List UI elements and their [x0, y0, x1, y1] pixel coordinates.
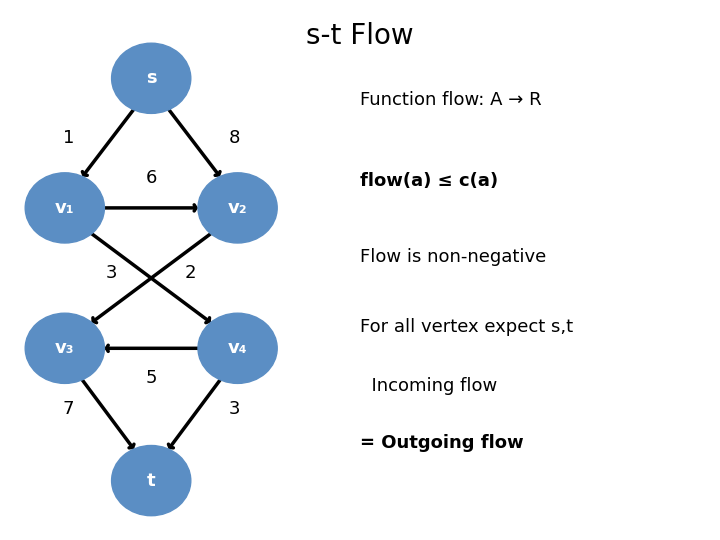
- Text: Incoming flow: Incoming flow: [360, 377, 498, 395]
- Text: 5: 5: [145, 369, 157, 387]
- Text: v₄: v₄: [228, 339, 248, 357]
- Text: v₁: v₁: [55, 199, 75, 217]
- Text: v₃: v₃: [55, 339, 75, 357]
- Text: 2: 2: [185, 264, 197, 282]
- Text: t: t: [147, 471, 156, 490]
- Text: s-t Flow: s-t Flow: [306, 22, 414, 50]
- Text: v₂: v₂: [228, 199, 248, 217]
- Text: s: s: [146, 69, 156, 87]
- Ellipse shape: [198, 173, 277, 243]
- Text: 3: 3: [106, 264, 117, 282]
- Text: 1: 1: [63, 129, 74, 147]
- Text: For all vertex expect s,t: For all vertex expect s,t: [360, 318, 573, 336]
- Text: flow(a) ≤ c(a): flow(a) ≤ c(a): [360, 172, 498, 190]
- Text: 7: 7: [63, 400, 74, 418]
- Ellipse shape: [112, 446, 191, 516]
- Ellipse shape: [25, 313, 104, 383]
- Ellipse shape: [112, 43, 191, 113]
- Text: = Outgoing flow: = Outgoing flow: [360, 434, 523, 452]
- Ellipse shape: [198, 313, 277, 383]
- Ellipse shape: [25, 173, 104, 243]
- Text: 8: 8: [228, 129, 240, 147]
- Text: 3: 3: [228, 400, 240, 418]
- Text: Function flow: A → R: Function flow: A → R: [360, 91, 541, 109]
- Text: 6: 6: [145, 169, 157, 187]
- Text: Flow is non-negative: Flow is non-negative: [360, 247, 546, 266]
